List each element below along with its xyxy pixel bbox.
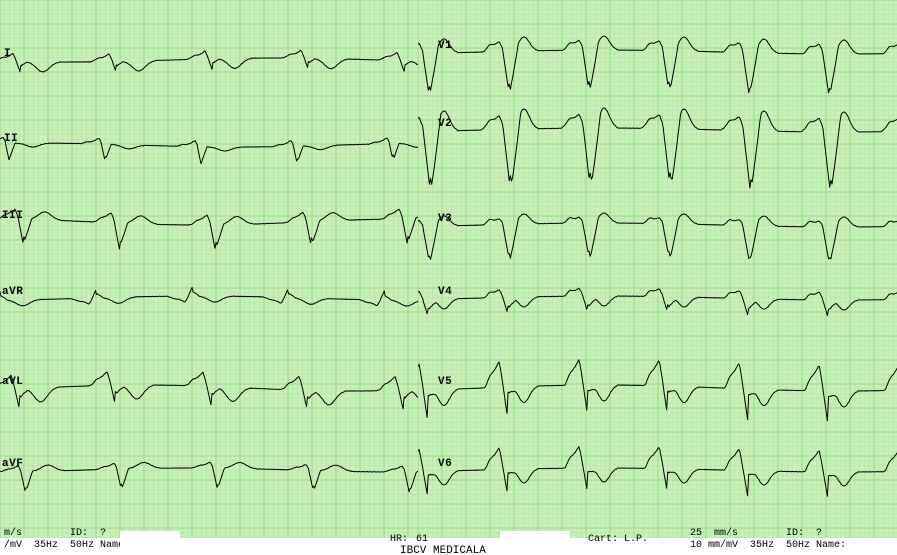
footer-center: IBCV MEDICALA <box>400 545 486 555</box>
footer-hr-label: HR: <box>390 534 408 545</box>
footer-cart: Cart: L.P. <box>588 534 648 545</box>
footer-hr-value: 61 <box>416 534 428 545</box>
lead-label-V6: V6 <box>438 458 452 470</box>
footer-right-2: 10 mm/mV 35Hz 50Hz Name: <box>690 540 846 551</box>
ecg-panel-left: IIIIIIaVRaVLaVF <box>0 0 418 538</box>
lead-label-I: I <box>4 48 11 60</box>
ecg-panel-right: V1 V2 V3 V4 V5 V6 <box>418 0 897 538</box>
lead-label-V5: V5 <box>438 376 452 388</box>
footer-patch-1 <box>120 531 180 553</box>
lead-label-II: II <box>4 133 18 145</box>
footer-left-1: m/s ID: ? <box>4 528 106 539</box>
lead-label-aVR: aVR <box>2 286 23 298</box>
footer-right-1: 25 mm/s ID: ? <box>690 528 822 539</box>
lead-label-V4: V4 <box>438 286 452 298</box>
footer: m/s ID: ? /mV 35Hz 50Hz Name: HR: 61 Car… <box>0 538 897 555</box>
labels-left: IIIIIIaVRaVLaVF <box>0 0 418 538</box>
labels-right: V1 V2 V3 V4 V5 V6 <box>418 0 897 538</box>
footer-patch-2 <box>500 531 570 553</box>
lead-label-V2: V2 <box>438 118 452 130</box>
lead-label-aVL: aVL <box>2 376 23 388</box>
lead-label-V3: V3 <box>438 213 452 225</box>
footer-left-2: /mV 35Hz 50Hz Name: <box>4 540 130 551</box>
lead-label-aVF: aVF <box>2 458 23 470</box>
ecg-root: IIIIIIaVRaVLaVF V1V2V3V4V5V6 m/s ID: ? /… <box>0 0 897 555</box>
lead-label-V1: V1 <box>438 40 452 52</box>
lead-label-III: III <box>2 210 23 222</box>
